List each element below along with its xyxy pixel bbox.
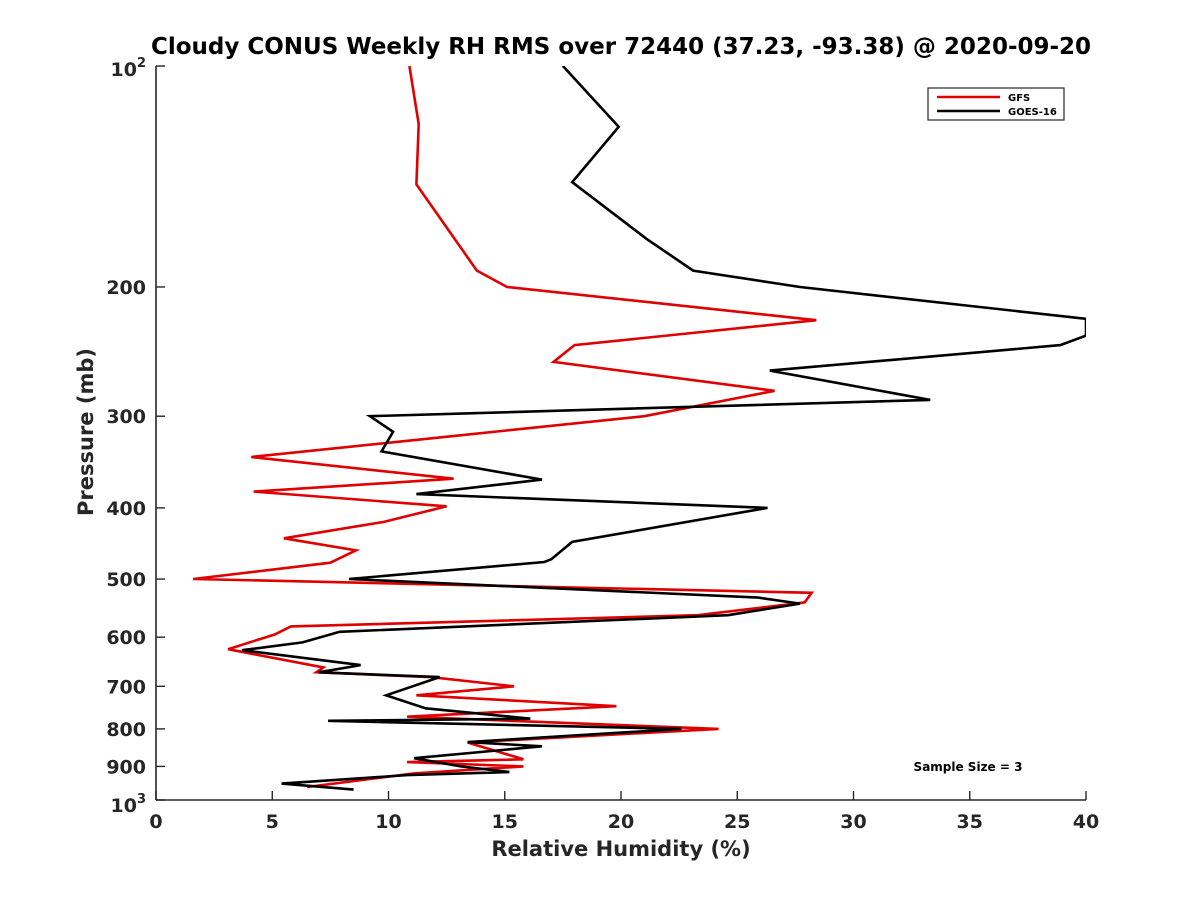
legend: GFS GOES-16: [927, 87, 1065, 121]
x-tick-label: 15: [492, 811, 518, 833]
x-axis-label: Relative Humidity (%): [491, 837, 750, 861]
y-tick-label: 400: [106, 498, 146, 520]
y-tick-label: 300: [106, 406, 146, 428]
y-tick-label-bottom: 103: [111, 792, 147, 817]
y-axis-label: Pressure (mb): [74, 348, 98, 516]
series-line-goes-16: [241, 66, 1086, 791]
axes-layer: [155, 66, 1086, 801]
x-tick-label: 30: [840, 811, 866, 833]
ticks-layer: 0 5 10 15 20 25 30 35 40 200 300 400 500 600 700 800 900…: [106, 56, 1099, 833]
y-tick-label: 900: [106, 756, 146, 778]
x-tick-label: 0: [149, 811, 162, 833]
y-tick-label: 800: [106, 719, 146, 741]
x-tick-label: 10: [375, 811, 401, 833]
series-layer: [193, 66, 1086, 791]
legend-label: GOES-16: [1008, 107, 1057, 118]
y-tick-label: 600: [106, 627, 146, 649]
chart-title: Cloudy CONUS Weekly RH RMS over 72440 (3…: [151, 34, 1091, 60]
sample-size-note: Sample Size = 3: [914, 760, 1023, 774]
x-tick-label: 20: [608, 811, 634, 833]
x-tick-label: 5: [266, 811, 279, 833]
legend-box: [927, 87, 1065, 121]
x-tick-label: 40: [1073, 811, 1099, 833]
legend-label: GFS: [1008, 93, 1030, 104]
series-line-gfs: [193, 66, 817, 789]
y-tick-label: 200: [106, 277, 146, 299]
y-tick-label: 500: [106, 569, 146, 591]
y-tick-label: 700: [106, 676, 146, 698]
x-tick-label: 25: [724, 811, 750, 833]
y-tick-label-top: 102: [111, 56, 147, 81]
x-tick-label: 35: [957, 811, 983, 833]
